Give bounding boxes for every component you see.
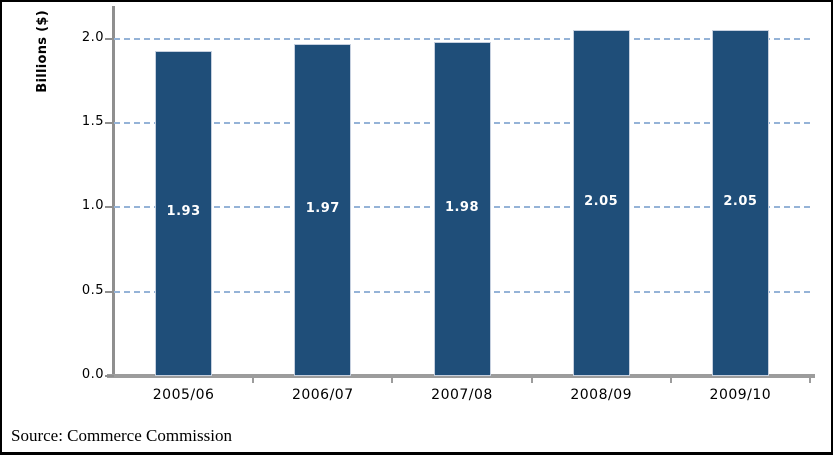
y-tick-label: 1.0 — [81, 198, 104, 214]
y-tick-mark — [105, 206, 114, 209]
x-axis-line — [107, 374, 815, 378]
x-tick-label: 2007/08 — [431, 387, 493, 403]
bar-value-label: 2.05 — [584, 194, 619, 210]
y-tick-mark — [105, 122, 114, 125]
x-tick-mark — [809, 376, 811, 383]
bar-value-label: 1.97 — [305, 200, 340, 216]
x-tick-mark — [530, 376, 533, 383]
x-tick-mark — [252, 376, 255, 383]
y-tick-label: 1.5 — [81, 114, 104, 130]
x-tick-mark — [669, 376, 672, 383]
x-tick-label: 2005/06 — [152, 387, 215, 403]
y-tick-label: 2.0 — [81, 29, 104, 45]
bar-value-label: 2.05 — [723, 194, 758, 210]
bar-value-label: 1.93 — [166, 204, 201, 220]
x-tick-mark — [391, 376, 394, 383]
y-tick-label: 0.5 — [81, 282, 104, 298]
bar — [711, 30, 769, 376]
y-tick-mark — [105, 37, 114, 40]
y-axis-line — [112, 6, 115, 378]
x-tick-label: 2008/09 — [570, 387, 633, 403]
bar — [433, 42, 491, 376]
y-tick-mark — [105, 375, 114, 377]
source-note: Source: Commerce Commission — [11, 426, 232, 445]
y-tick-mark — [105, 290, 114, 293]
x-tick-label: 2006/07 — [291, 387, 354, 403]
bar — [294, 43, 352, 376]
bar-value-label: 1.98 — [444, 200, 480, 216]
y-axis-title: Billions ($) — [35, 10, 50, 93]
x-tick-label: 2009/10 — [709, 387, 772, 403]
bar — [155, 50, 213, 376]
y-tick-label: 0.0 — [81, 367, 104, 382]
bar — [572, 30, 630, 376]
gridline — [114, 37, 810, 40]
